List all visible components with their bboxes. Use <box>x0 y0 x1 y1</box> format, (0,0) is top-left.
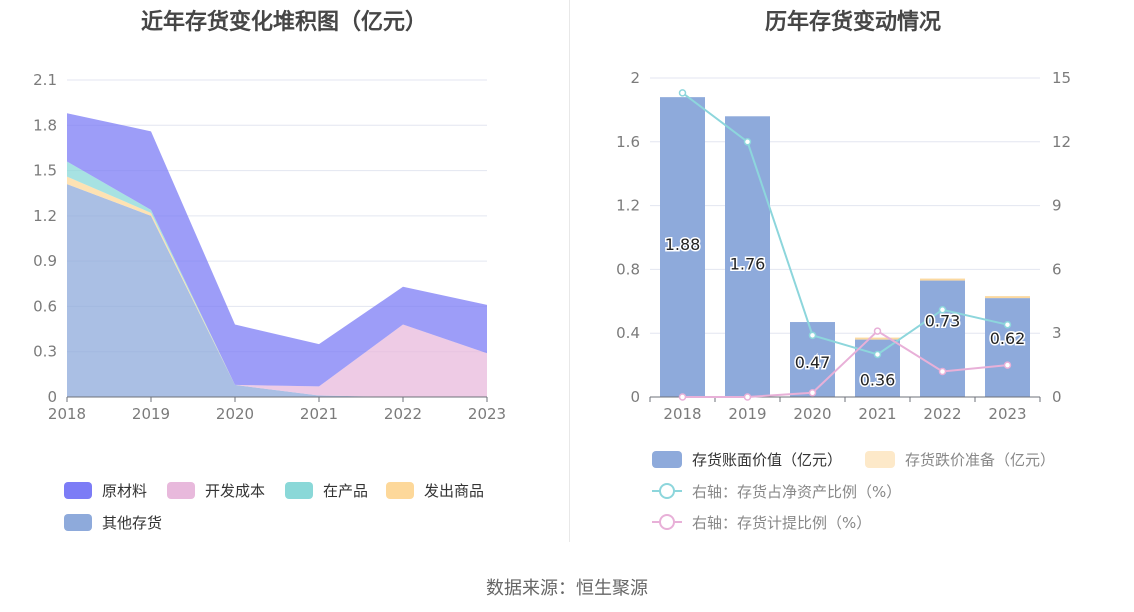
bar-impairment <box>985 296 1030 299</box>
y2-tick-label: 12 <box>1052 133 1071 151</box>
line-point <box>808 388 817 397</box>
panel-divider <box>569 0 570 542</box>
area-series <box>67 113 487 387</box>
legend-label: 右轴：存货占净资产比例（%） <box>692 483 901 501</box>
legend-swatch <box>64 482 92 499</box>
x-tick-label: 2022 <box>923 405 961 423</box>
y-tick-label: 1.8 <box>33 116 57 134</box>
legend-label: 开发成本 <box>205 482 265 500</box>
x-tick-label: 2020 <box>793 405 831 423</box>
bar-data-label: 1.76 <box>730 254 766 273</box>
y2-tick-label: 9 <box>1052 197 1062 215</box>
legend-label: 在产品 <box>323 482 368 500</box>
y-tick-label: 0.4 <box>616 324 640 342</box>
legend-swatch <box>285 482 313 499</box>
right-chart-panel: 历年存货变动情况 0 0.4 0.8 1.2 1.6 2 0 3 6 9 12 15 2018 2019 2… <box>572 0 1134 560</box>
legend-label: 原材料 <box>102 482 147 500</box>
line-point <box>873 327 882 335</box>
legend-swatch <box>652 451 682 468</box>
y2-tick-label: 3 <box>1052 324 1062 342</box>
bar-impairment <box>855 337 900 340</box>
y-tick-label: 0 <box>47 388 57 406</box>
y-tick-label: 0 <box>630 388 640 406</box>
right-chart-title: 历年存货变动情况 <box>764 10 941 35</box>
bar-data-label: 0.73 <box>925 312 961 331</box>
bar-data-label: 0.47 <box>795 353 831 372</box>
x-tick-label: 2022 <box>384 405 422 423</box>
y2-tick-label: 0 <box>1052 388 1062 406</box>
legend-marker <box>659 483 675 499</box>
x-tick-label: 2019 <box>132 405 170 423</box>
bar-book-value <box>725 116 770 397</box>
line-point <box>808 331 817 340</box>
x-tick-label: 2018 <box>663 405 701 423</box>
y-tick-label: 0.6 <box>33 297 57 315</box>
bar-data-label: 0.62 <box>990 329 1026 348</box>
x-tick-label: 2021 <box>300 405 338 423</box>
y-tick-label: 1.6 <box>616 133 640 151</box>
line-point <box>938 306 947 314</box>
y-tick-label: 1.2 <box>616 197 640 215</box>
x-tick-label: 2018 <box>48 405 86 423</box>
left-chart-panel: 近年存货变化堆积图（亿元） 0 0.3 0.6 0.9 1.2 1.5 1.8 2.1 2018… <box>0 0 568 560</box>
x-tick-label: 2019 <box>728 405 766 423</box>
x-tick-label: 2020 <box>216 405 254 423</box>
y-tick-label: 1.5 <box>33 162 57 180</box>
bar-book-value <box>920 280 965 397</box>
line-point <box>873 350 882 359</box>
legend-swatch <box>865 451 895 468</box>
y2-tick-label: 6 <box>1052 260 1062 278</box>
y-tick-label: 1.2 <box>33 207 57 225</box>
legend-swatch <box>167 482 195 499</box>
x-tick-label: 2021 <box>858 405 896 423</box>
line-point <box>678 89 687 97</box>
line-point <box>938 367 947 376</box>
stacked-area-chart: 0 0.3 0.6 0.9 1.2 1.5 1.8 2.1 2018 2019 2020 2021 20… <box>33 71 506 532</box>
line-point <box>743 138 752 146</box>
legend-swatch <box>64 514 92 531</box>
area-series <box>67 184 487 397</box>
bar-line-chart: 0 0.4 0.8 1.2 1.6 2 0 3 6 9 12 15 2018 2019 2020 2021 20… <box>616 69 1071 532</box>
legend-label: 存货账面价值（亿元） <box>692 451 842 469</box>
y-tick-label: 0.3 <box>33 343 57 361</box>
line-point <box>743 393 752 401</box>
bar-data-label: 1.88 <box>665 235 701 254</box>
bar-impairment <box>920 278 965 281</box>
line-series <box>681 92 1008 356</box>
left-chart-title: 近年存货变化堆积图（亿元） <box>140 10 427 35</box>
legend-marker <box>659 514 675 530</box>
y2-tick-label: 15 <box>1052 69 1071 87</box>
line-point <box>1003 320 1012 329</box>
legend-label: 其他存货 <box>102 514 162 532</box>
y-tick-label: 2 <box>630 69 640 87</box>
legend-swatch <box>386 482 414 499</box>
data-source-note: 数据来源：恒生聚源 <box>486 578 648 599</box>
bar-book-value <box>985 298 1030 397</box>
legend-label: 右轴：存货计提比例（%） <box>692 514 871 532</box>
y-tick-label: 0.9 <box>33 252 57 270</box>
bar-data-label: 0.36 <box>860 371 896 390</box>
line-point <box>678 393 687 401</box>
legend-label: 存货跌价准备（亿元） <box>905 451 1055 469</box>
line-series <box>682 329 1008 398</box>
y-tick-label: 2.1 <box>33 71 57 89</box>
bar-book-value <box>660 97 705 397</box>
y-tick-label: 0.8 <box>616 260 640 278</box>
x-tick-label: 2023 <box>988 405 1026 423</box>
x-tick-label: 2023 <box>468 405 506 423</box>
area-series <box>67 176 487 397</box>
line-point <box>1003 361 1012 369</box>
legend-label: 发出商品 <box>424 482 484 500</box>
area-series <box>67 161 487 397</box>
